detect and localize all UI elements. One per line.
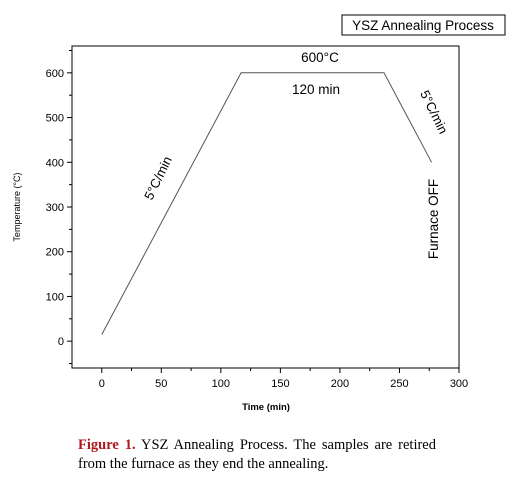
x-tick-label: 0 bbox=[99, 378, 105, 390]
x-tick-label: 50 bbox=[155, 378, 167, 390]
furnace-off-annotation: Furnace OFF bbox=[426, 179, 441, 259]
x-tick-label: 200 bbox=[331, 378, 349, 390]
temperature-series-line bbox=[101, 72, 433, 335]
figure-caption: Figure 1. YSZ Annealing Process. The sam… bbox=[78, 436, 436, 474]
y-tick-label: 600 bbox=[46, 68, 64, 80]
hold-time-annotation: 120 min bbox=[292, 82, 340, 97]
y-tick-label: 300 bbox=[46, 202, 64, 214]
caption-label: Figure 1. bbox=[78, 437, 136, 453]
x-tick-label: 250 bbox=[390, 378, 408, 390]
y-tick-label: 200 bbox=[46, 247, 64, 259]
ramp-up-rate-annotation: 5°C/min bbox=[141, 154, 175, 202]
y-tick-label: 0 bbox=[58, 336, 64, 348]
x-tick-label: 100 bbox=[212, 378, 230, 390]
y-axis: 0 100 200 300 400 500 600 bbox=[46, 49, 72, 365]
y-tick-label: 500 bbox=[46, 113, 64, 125]
y-tick-label: 400 bbox=[46, 157, 64, 169]
caption-text: YSZ Annealing Process. The samples are r… bbox=[78, 437, 436, 472]
chart-figure: YSZ Annealing Process 0 50 100 150 200 250 300… bbox=[12, 14, 506, 413]
x-tick-label: 300 bbox=[450, 378, 468, 390]
y-axis-label: Temperature (°C) bbox=[12, 172, 22, 241]
chart-title-box bbox=[341, 14, 506, 36]
x-tick-label: 150 bbox=[271, 378, 289, 390]
plot-frame bbox=[71, 45, 460, 369]
x-axis-label: Time (min) bbox=[242, 402, 290, 413]
ramp-down-rate-annotation: 5°C/min bbox=[417, 88, 451, 136]
hold-temperature-annotation: 600°C bbox=[301, 50, 339, 65]
y-tick-label: 100 bbox=[46, 291, 64, 303]
x-axis: 0 50 100 150 200 250 300 bbox=[99, 368, 468, 390]
chart-title: YSZ Annealing Process bbox=[352, 18, 494, 33]
